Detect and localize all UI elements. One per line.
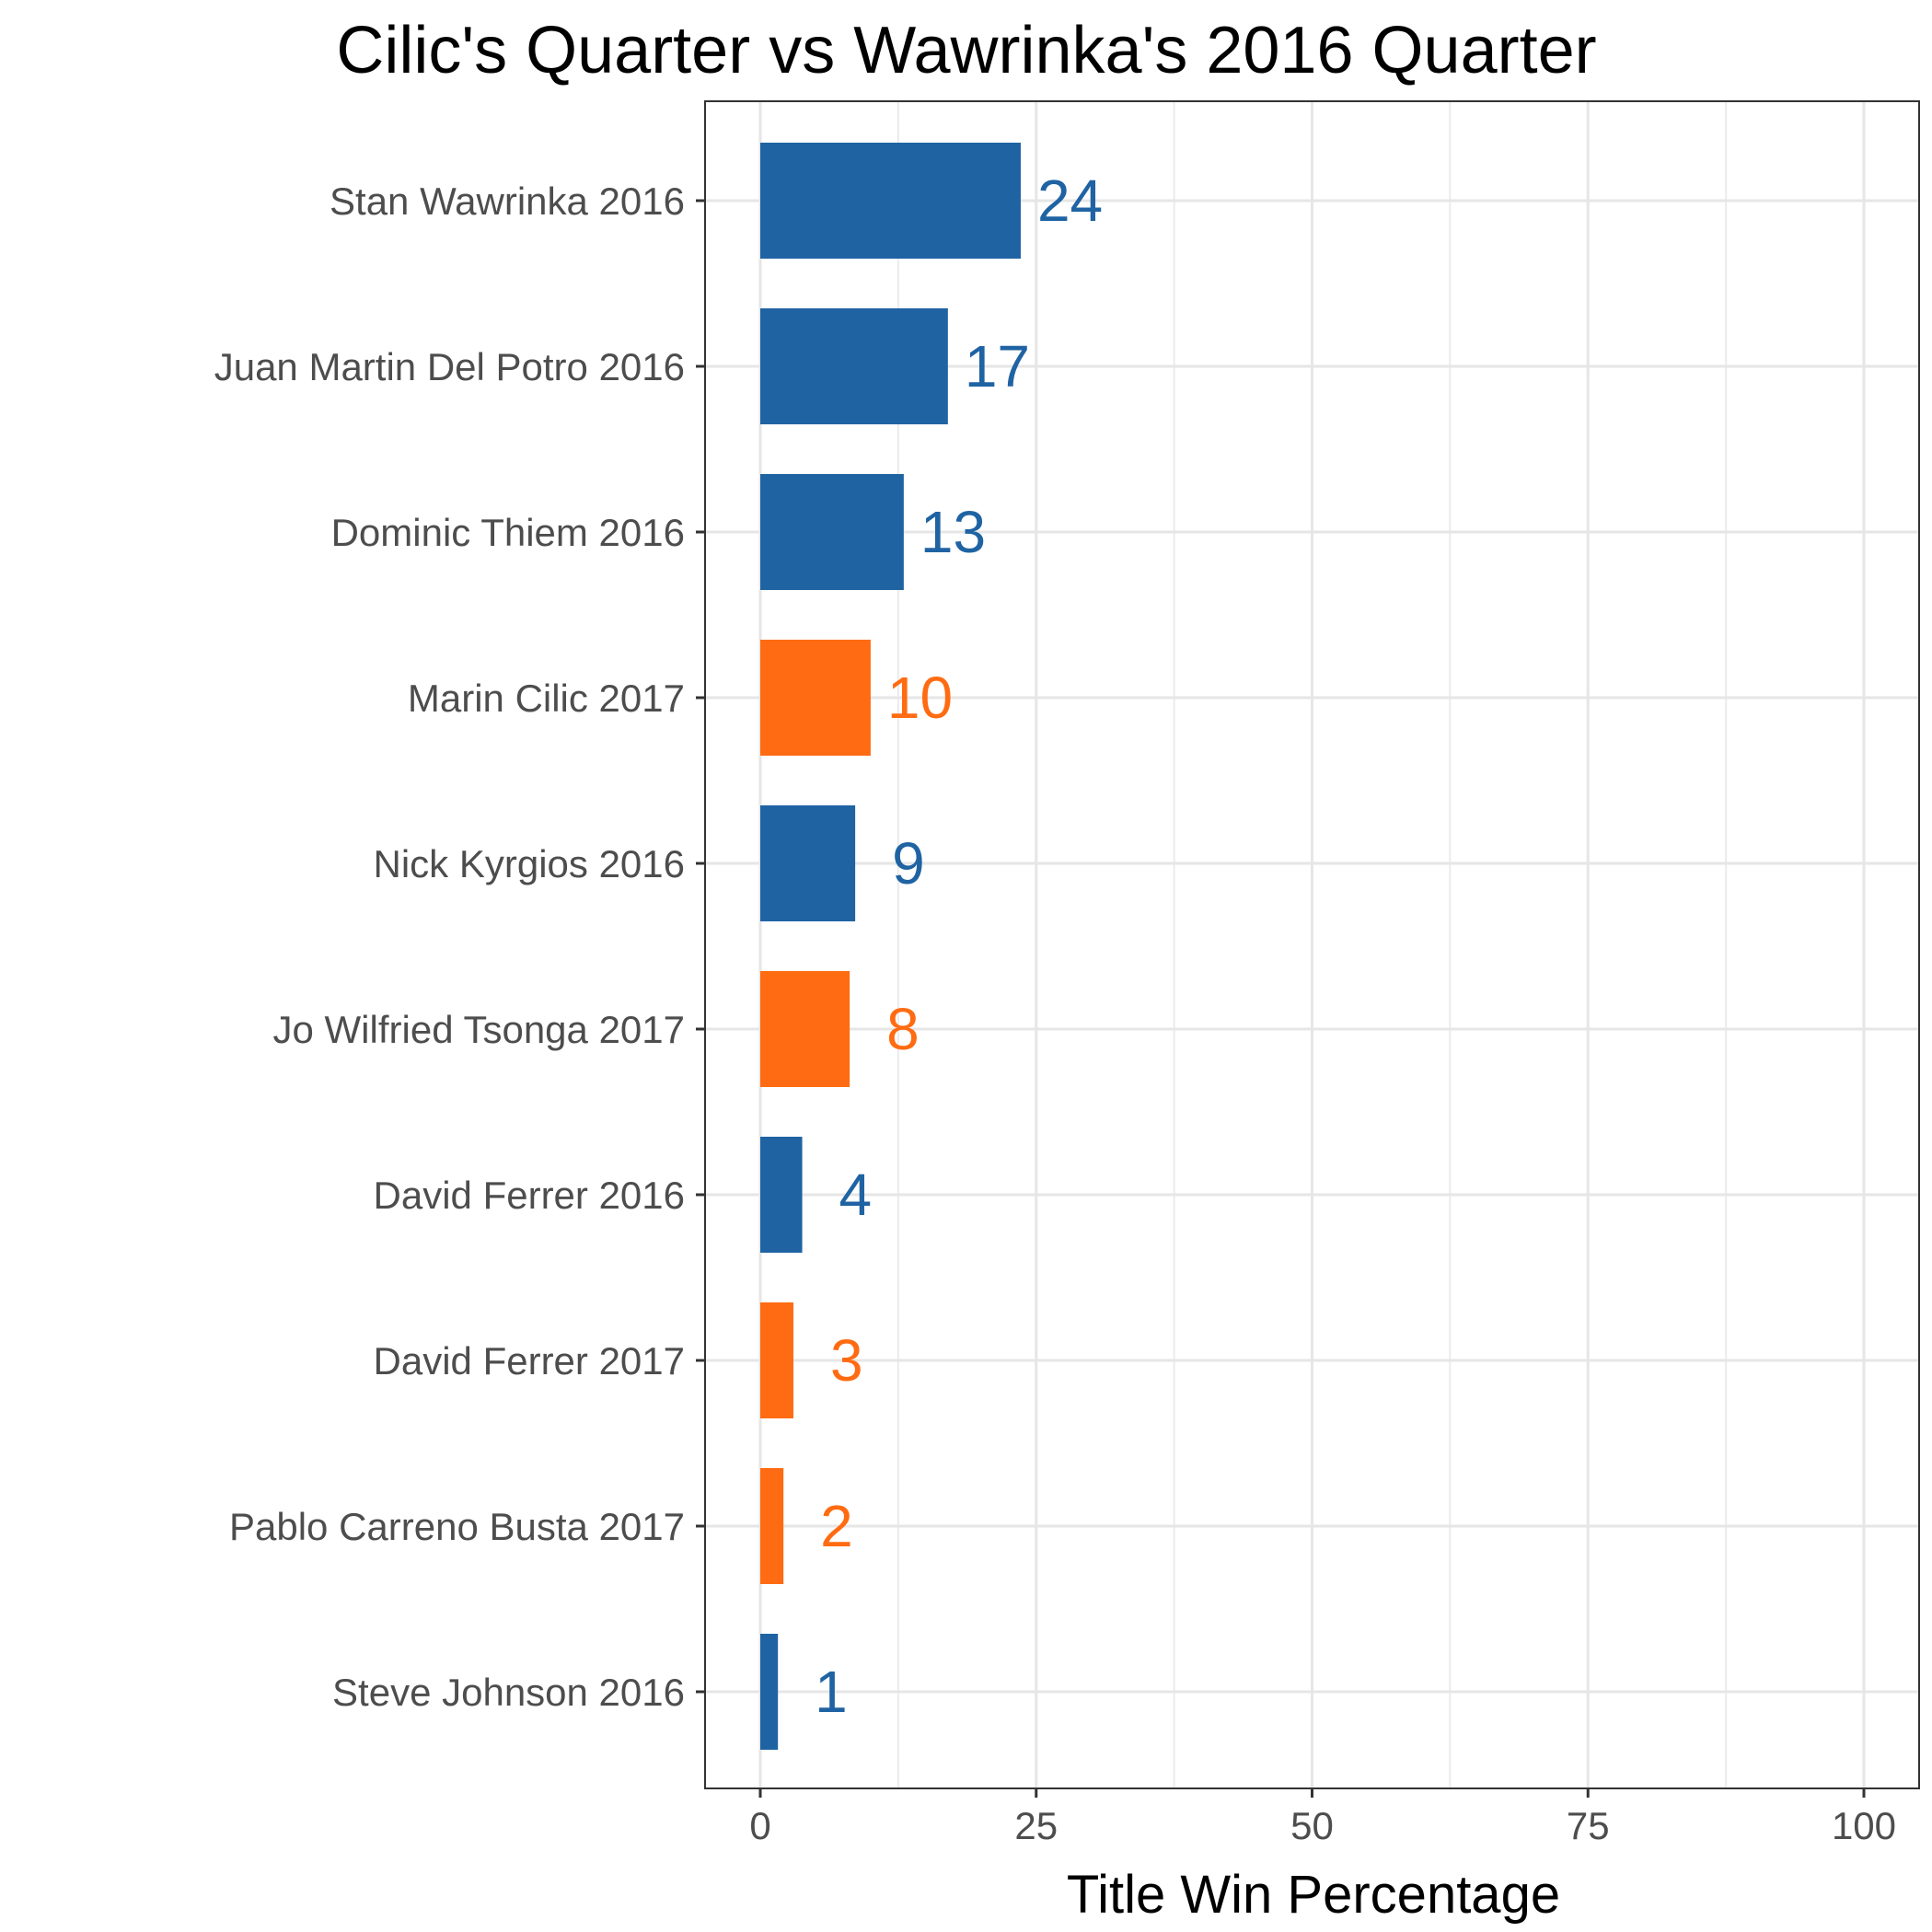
y-tick-label: Nick Kyrgios 2016: [374, 842, 685, 885]
x-axis: 0 25 50 75 100: [749, 1788, 1896, 1847]
bar: [760, 1302, 793, 1418]
x-axis-title: Title Win Percentage: [1067, 1865, 1560, 1925]
y-tick-label: Stan Wawrinka 2016: [330, 179, 685, 223]
y-tick-label: Dominic Thiem 2016: [331, 511, 685, 554]
chart-title: Cilic's Quarter vs Wawrinka's 2016 Quart…: [336, 14, 1596, 87]
x-tick-label: 50: [1290, 1804, 1334, 1847]
bar: [760, 805, 856, 921]
bar: [760, 1634, 779, 1750]
bar: [760, 308, 948, 424]
bar-value-label: 3: [830, 1327, 863, 1394]
x-tick-label: 75: [1567, 1804, 1610, 1847]
bar: [760, 474, 904, 590]
x-tick-label: 100: [1832, 1804, 1896, 1847]
y-tick-label: David Ferrer 2017: [374, 1339, 685, 1382]
bar: [760, 1468, 784, 1584]
y-tick-label: Steve Johnson 2016: [332, 1671, 685, 1714]
value-labels: 24 17 13 10 9 8 4 3 2 1: [815, 168, 1103, 1725]
bar-value-label: 4: [839, 1162, 873, 1228]
bar-value-label: 2: [820, 1493, 853, 1559]
bar: [760, 1137, 803, 1253]
bar: [760, 971, 850, 1087]
bar-value-label: 9: [892, 830, 925, 897]
bar: [760, 640, 871, 756]
bar-value-label: 17: [965, 333, 1030, 399]
bars: [760, 143, 1021, 1750]
x-tick-label: 25: [1014, 1804, 1058, 1847]
y-tick-label: David Ferrer 2016: [374, 1174, 685, 1217]
bar-value-label: 24: [1037, 168, 1103, 234]
y-tick-label: Juan Martin Del Potro 2016: [214, 345, 685, 388]
bar-value-label: 8: [886, 996, 920, 1062]
x-tick-label: 0: [749, 1804, 770, 1847]
bar-value-label: 10: [887, 665, 953, 731]
y-tick-label: Jo Wilfried Tsonga 2017: [273, 1008, 685, 1051]
bar-value-label: 1: [815, 1659, 848, 1725]
y-axis: Stan Wawrinka 2016 Juan Martin Del Potro …: [214, 179, 705, 1714]
bar: [760, 143, 1021, 259]
y-tick-label: Pablo Carreno Busta 2017: [229, 1505, 685, 1548]
bar-value-label: 13: [920, 499, 986, 565]
y-tick-label: Marin Cilic 2017: [408, 677, 685, 720]
